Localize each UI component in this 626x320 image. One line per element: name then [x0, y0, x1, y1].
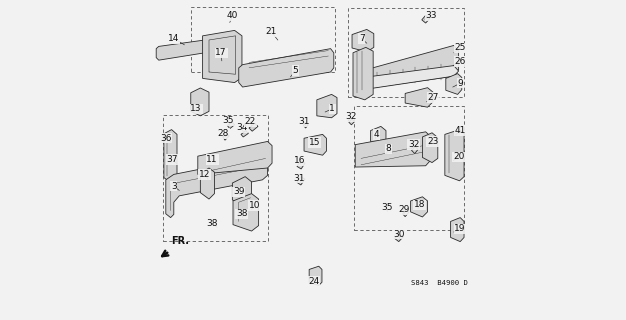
- Polygon shape: [451, 218, 464, 242]
- Polygon shape: [233, 194, 259, 231]
- Text: 27: 27: [428, 93, 439, 102]
- Text: 21: 21: [265, 28, 277, 36]
- Polygon shape: [364, 66, 459, 90]
- Polygon shape: [423, 133, 438, 163]
- Polygon shape: [203, 30, 242, 83]
- Polygon shape: [239, 49, 334, 87]
- Bar: [191, 7, 336, 72]
- Polygon shape: [227, 122, 235, 129]
- Polygon shape: [241, 131, 249, 137]
- Text: 30: 30: [393, 230, 404, 239]
- Polygon shape: [304, 122, 308, 128]
- Polygon shape: [394, 234, 403, 242]
- Text: 32: 32: [345, 112, 356, 121]
- Text: 1: 1: [329, 104, 335, 113]
- Text: 7: 7: [359, 34, 364, 43]
- Text: 35: 35: [223, 116, 234, 125]
- Text: FR.: FR.: [172, 236, 189, 246]
- Text: 16: 16: [294, 156, 305, 165]
- Text: 26: 26: [454, 57, 466, 66]
- Polygon shape: [317, 94, 337, 118]
- Polygon shape: [371, 126, 386, 146]
- Text: 14: 14: [168, 34, 180, 43]
- Text: 31: 31: [299, 117, 310, 126]
- Text: 37: 37: [167, 155, 178, 164]
- Polygon shape: [355, 132, 431, 167]
- Text: 22: 22: [245, 117, 256, 126]
- Text: 13: 13: [190, 104, 202, 113]
- Text: 34: 34: [236, 124, 248, 132]
- Polygon shape: [164, 130, 177, 183]
- Bar: [163, 115, 268, 241]
- Text: 17: 17: [215, 48, 227, 57]
- Polygon shape: [446, 74, 462, 94]
- Text: 19: 19: [454, 224, 466, 233]
- Text: 15: 15: [309, 138, 321, 147]
- Polygon shape: [223, 134, 229, 140]
- Bar: [348, 8, 464, 97]
- Text: 41: 41: [454, 126, 466, 135]
- Text: 29: 29: [398, 205, 409, 214]
- Polygon shape: [422, 15, 430, 23]
- Polygon shape: [411, 197, 428, 217]
- Text: 12: 12: [199, 170, 210, 179]
- Text: 11: 11: [207, 155, 218, 164]
- Polygon shape: [349, 119, 354, 125]
- Text: 32: 32: [408, 140, 419, 149]
- Text: 40: 40: [227, 12, 238, 20]
- Polygon shape: [297, 161, 305, 169]
- Text: 39: 39: [233, 188, 245, 196]
- Polygon shape: [166, 157, 267, 218]
- Text: 24: 24: [309, 277, 320, 286]
- Text: 18: 18: [414, 200, 425, 209]
- Polygon shape: [156, 40, 209, 60]
- Polygon shape: [249, 123, 258, 131]
- Polygon shape: [445, 130, 464, 181]
- Polygon shape: [304, 134, 326, 155]
- Text: 3: 3: [171, 182, 177, 191]
- Polygon shape: [353, 47, 373, 100]
- Text: 28: 28: [218, 129, 229, 138]
- Polygon shape: [411, 147, 418, 154]
- Text: 35: 35: [381, 203, 393, 212]
- Text: 4: 4: [373, 130, 379, 139]
- Text: 36: 36: [160, 134, 172, 143]
- Text: 38: 38: [207, 219, 218, 228]
- Polygon shape: [232, 177, 252, 205]
- Polygon shape: [403, 210, 409, 217]
- Text: S843  B4900 D: S843 B4900 D: [411, 280, 468, 286]
- Text: 5: 5: [292, 66, 298, 75]
- Bar: [354, 106, 464, 230]
- Polygon shape: [364, 45, 459, 89]
- Text: 25: 25: [454, 44, 466, 52]
- Text: 31: 31: [294, 174, 305, 183]
- Text: 33: 33: [426, 11, 437, 20]
- Polygon shape: [297, 177, 305, 185]
- Text: 9: 9: [458, 79, 463, 88]
- Text: 10: 10: [249, 201, 260, 210]
- Polygon shape: [198, 141, 272, 174]
- Text: 20: 20: [453, 152, 464, 161]
- Polygon shape: [405, 88, 433, 107]
- Polygon shape: [352, 29, 374, 52]
- Text: 38: 38: [236, 209, 248, 218]
- Polygon shape: [309, 266, 322, 285]
- Text: 8: 8: [386, 144, 391, 153]
- Polygon shape: [200, 168, 215, 199]
- Text: 23: 23: [427, 137, 438, 146]
- Polygon shape: [191, 88, 209, 116]
